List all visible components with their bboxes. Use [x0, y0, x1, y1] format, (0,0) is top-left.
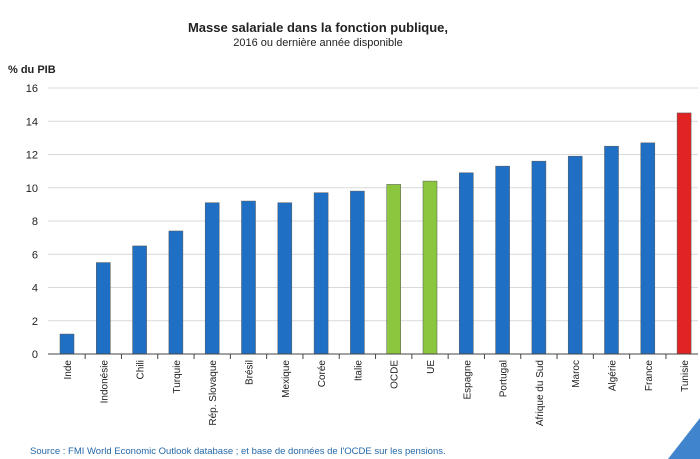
- x-tick-label: Rép. Slovaque: [208, 360, 219, 426]
- bar: [59, 333, 75, 355]
- x-tick-label: Chili: [136, 360, 147, 379]
- chart-title: Masse salariale dans la fonction publiqu…: [187, 20, 449, 35]
- x-tick-label: Mexique: [281, 360, 292, 398]
- chart-subtitle: 2016 ou dernière année disponible: [233, 37, 403, 49]
- bar: [313, 192, 329, 355]
- x-tick-label: Maroc: [571, 360, 582, 388]
- bar: [531, 160, 547, 355]
- x-tick-label: Afrique du Sud: [535, 360, 546, 426]
- bar: [277, 202, 293, 355]
- bars: [59, 112, 692, 355]
- y-tick-label: 8: [32, 216, 38, 228]
- gridlines: [48, 87, 698, 322]
- bar: [168, 230, 184, 355]
- source-note: Source : FMI World Economic Outlook data…: [30, 446, 446, 457]
- bar: [495, 165, 510, 355]
- bar: [459, 172, 474, 355]
- y-tick-label: 0: [32, 349, 38, 361]
- x-tick-label: Tunisie: [680, 360, 691, 392]
- y-tick-label: 12: [26, 150, 38, 162]
- y-tick-label: 14: [26, 116, 38, 128]
- x-axis-ticks: Inde Indonésie Chili Turquie Rép. Slovaque Br…: [63, 354, 691, 426]
- x-tick-label: Algérie: [608, 360, 619, 392]
- bar: [132, 245, 147, 355]
- y-axis-label: % du PIB: [8, 64, 56, 76]
- x-tick-label: Inde: [63, 360, 74, 380]
- x-tick-label: Italie: [353, 360, 364, 382]
- y-tick-label: 10: [26, 183, 38, 195]
- bar: [422, 180, 438, 355]
- x-tick-label: France: [644, 360, 655, 392]
- bar: [350, 190, 365, 355]
- y-tick-label: 4: [32, 283, 38, 295]
- bar: [96, 262, 111, 355]
- y-tick-label: 16: [26, 83, 38, 95]
- x-tick-label: Espagne: [462, 360, 473, 400]
- bar: [640, 142, 656, 355]
- x-tick-label: Indonésie: [99, 360, 110, 404]
- x-tick-label: OCDE: [390, 360, 401, 389]
- x-tick-label: Corée: [317, 360, 328, 388]
- y-tick-label: 6: [32, 249, 38, 261]
- x-tick-label: Turquie: [172, 360, 183, 394]
- bar: [604, 145, 619, 355]
- bar: [241, 200, 256, 355]
- x-tick-label: Brésil: [245, 360, 256, 385]
- x-tick-label: Portugal: [499, 360, 510, 397]
- bar: [676, 112, 692, 355]
- bar: [567, 155, 583, 355]
- y-axis-ticks: 0 2 4 6 8 10 12 14 16: [26, 83, 38, 361]
- y-tick-label: 2: [32, 316, 38, 328]
- bar: [204, 202, 220, 355]
- x-tick-label: UE: [426, 360, 437, 374]
- bar: [386, 184, 401, 355]
- corner-decoration: [668, 418, 700, 459]
